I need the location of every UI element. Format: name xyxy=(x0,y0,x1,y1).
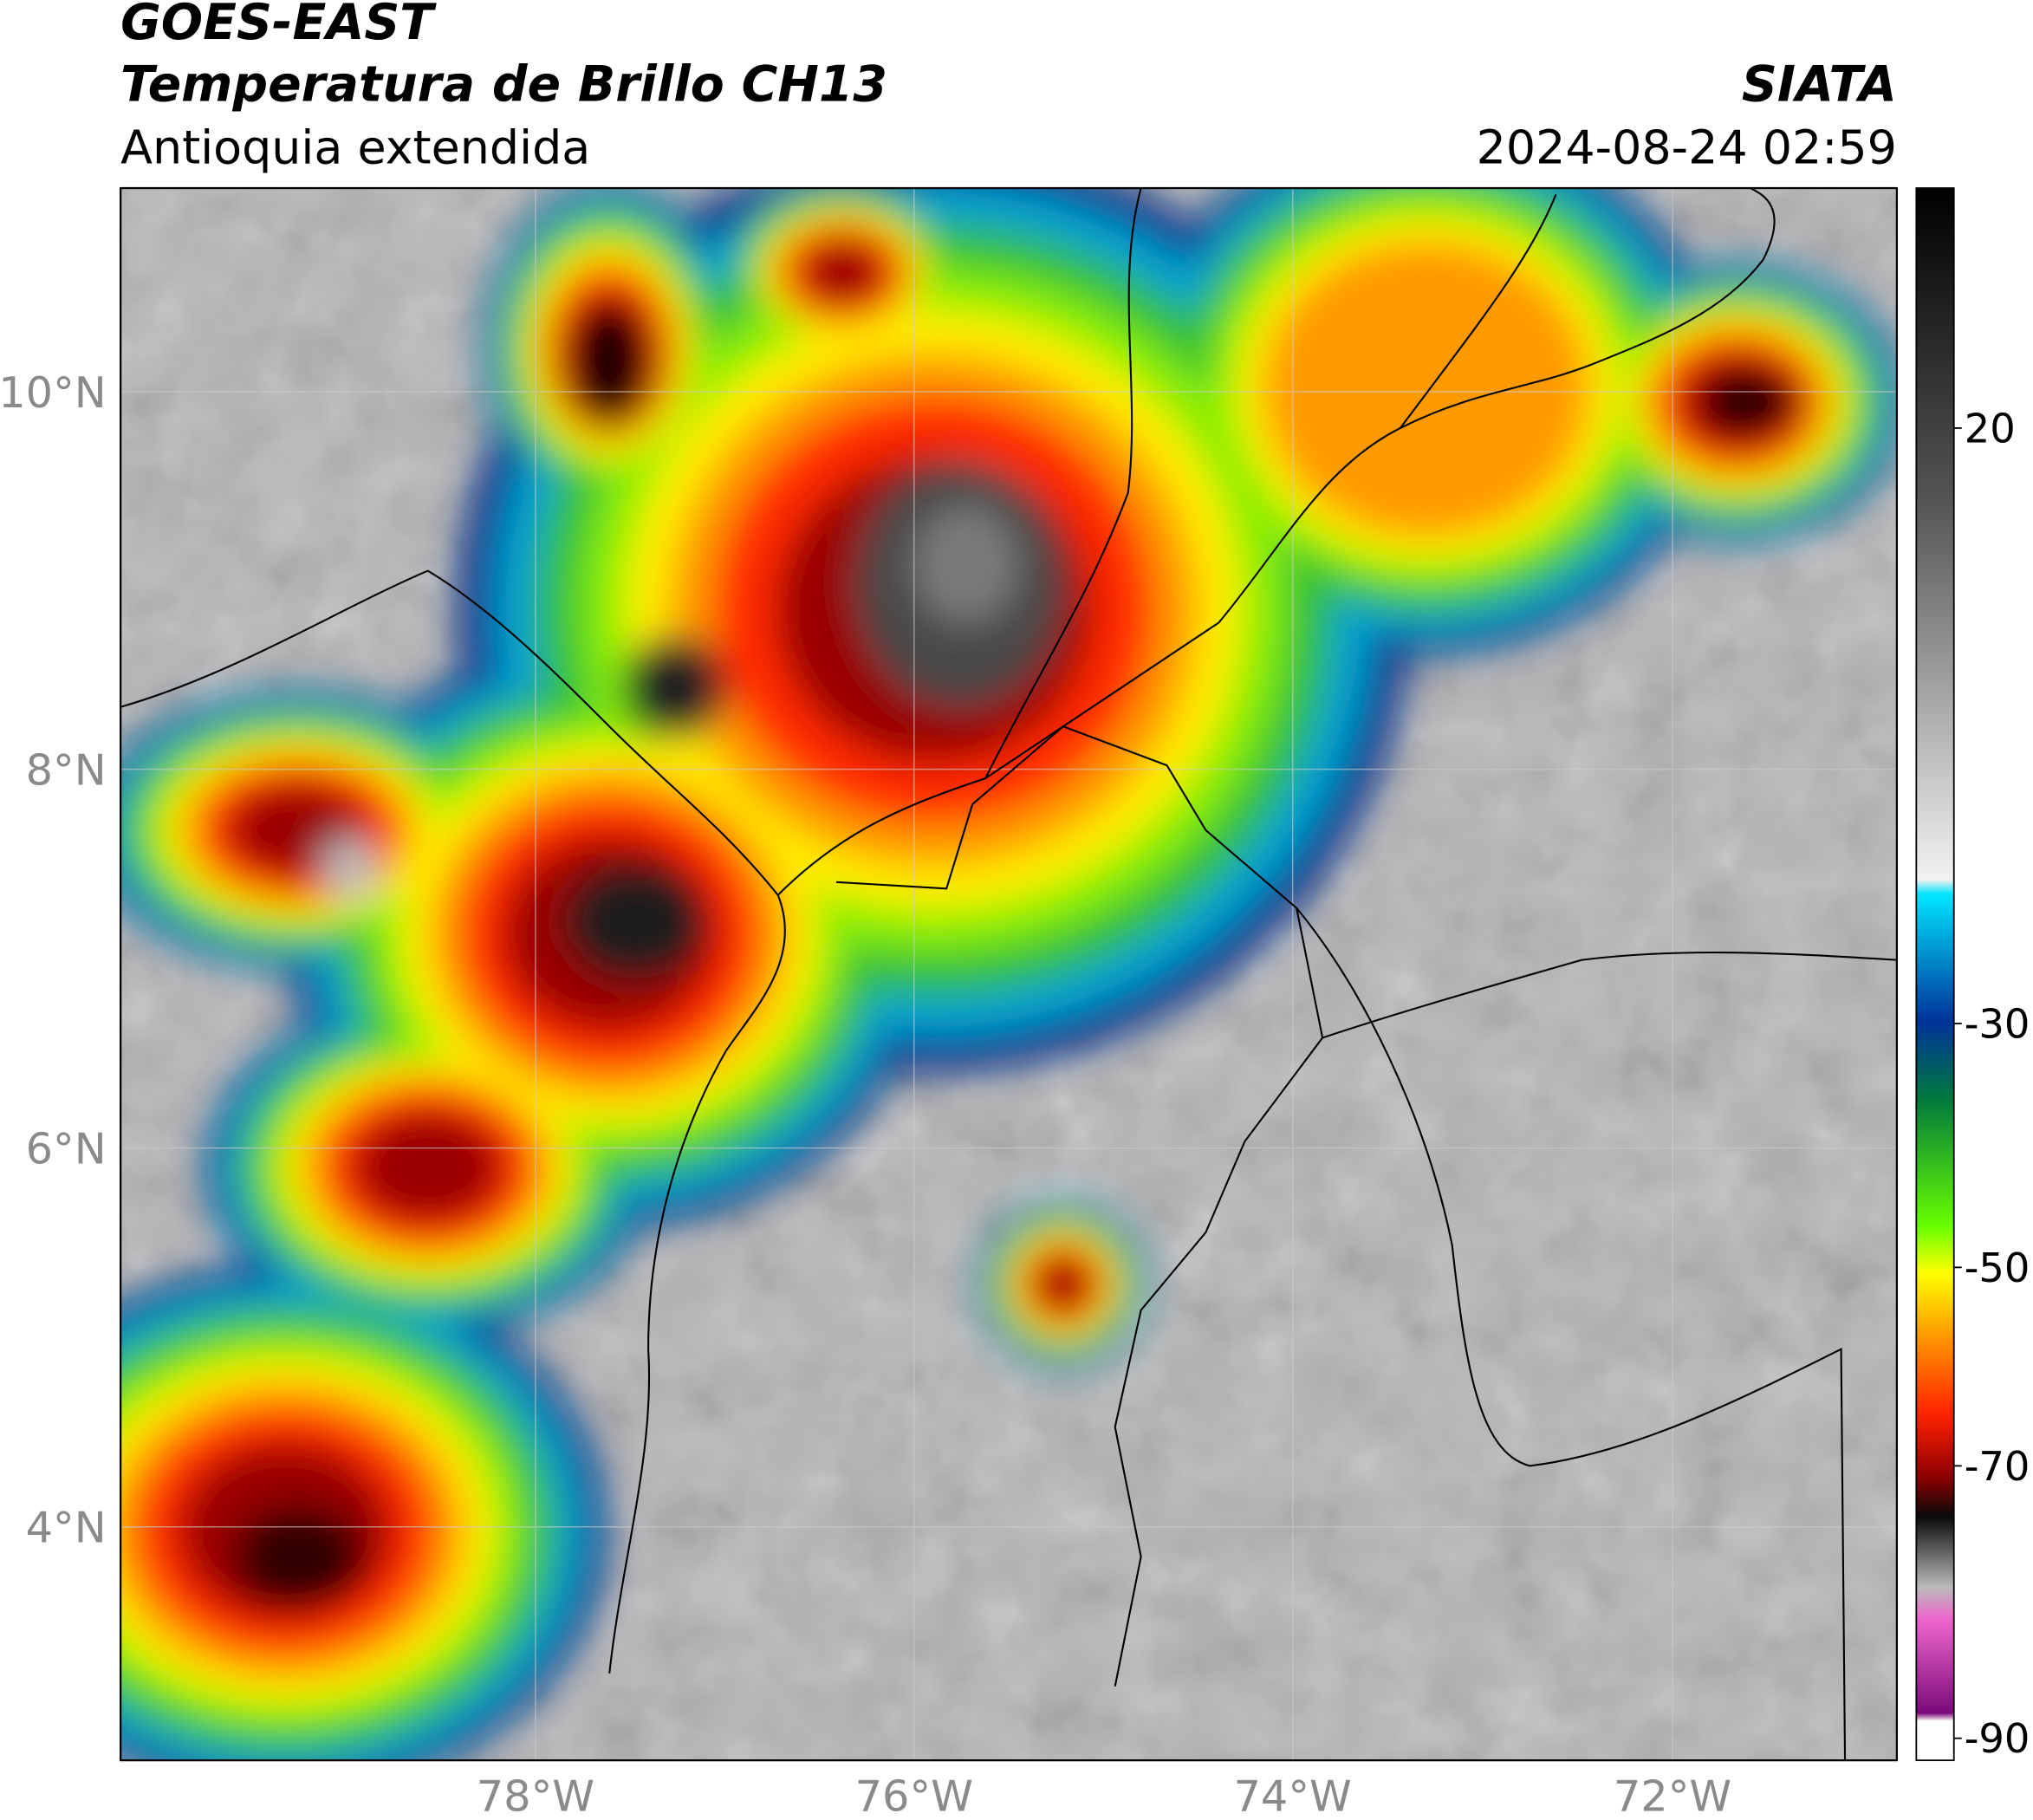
lat-label: 10°N xyxy=(0,367,107,418)
source: SIATA xyxy=(1742,56,1897,114)
lon-label: 76°W xyxy=(855,1771,973,1820)
lat-label: 4°N xyxy=(26,1503,107,1553)
region: Antioquia extendida xyxy=(120,120,590,175)
map-frame xyxy=(120,186,1899,1762)
borders xyxy=(120,188,1897,1761)
colorbar-label: 20 xyxy=(1965,405,2016,452)
cloud-layer xyxy=(1035,1256,1092,1313)
lat-label: 8°N xyxy=(26,745,107,796)
lon-label: 74°W xyxy=(1234,1771,1352,1820)
cloud-core xyxy=(622,635,726,740)
lat-label: 6°N xyxy=(26,1124,107,1174)
cloud-core xyxy=(233,1505,363,1609)
cloud-core xyxy=(322,836,379,902)
cloud-core xyxy=(913,505,1018,623)
map xyxy=(120,188,1897,1761)
cloud-layer xyxy=(353,1111,503,1224)
lon-label: 72°W xyxy=(1614,1771,1731,1820)
labels: 10°N 8°N 6°N 4°N 78°W 76°W 74°W 72°W 20 -30 -50 -70… xyxy=(0,367,2030,1820)
cloud-core xyxy=(1698,363,1802,441)
cloud-core xyxy=(563,862,707,980)
colorbar-label: -90 xyxy=(1965,1715,2030,1762)
cloud-layer xyxy=(801,239,885,306)
cloud-core xyxy=(563,298,655,428)
lon-label: 78°W xyxy=(477,1771,594,1820)
title: GOES-EAST xyxy=(120,0,437,51)
subtitle: Temperatura de Brillo CH13 xyxy=(120,56,887,114)
colorbar-label: -50 xyxy=(1965,1245,2030,1291)
datetime: 2024-08-24 02:59 xyxy=(1477,120,1897,175)
colorbar-label: -70 xyxy=(1965,1443,2030,1490)
cloud-layer xyxy=(1263,241,1590,537)
colorbar-label: -30 xyxy=(1965,1000,2030,1047)
colorbar xyxy=(1915,187,1955,1762)
graticule xyxy=(120,188,1897,1761)
cloud-tops xyxy=(120,188,1897,1761)
